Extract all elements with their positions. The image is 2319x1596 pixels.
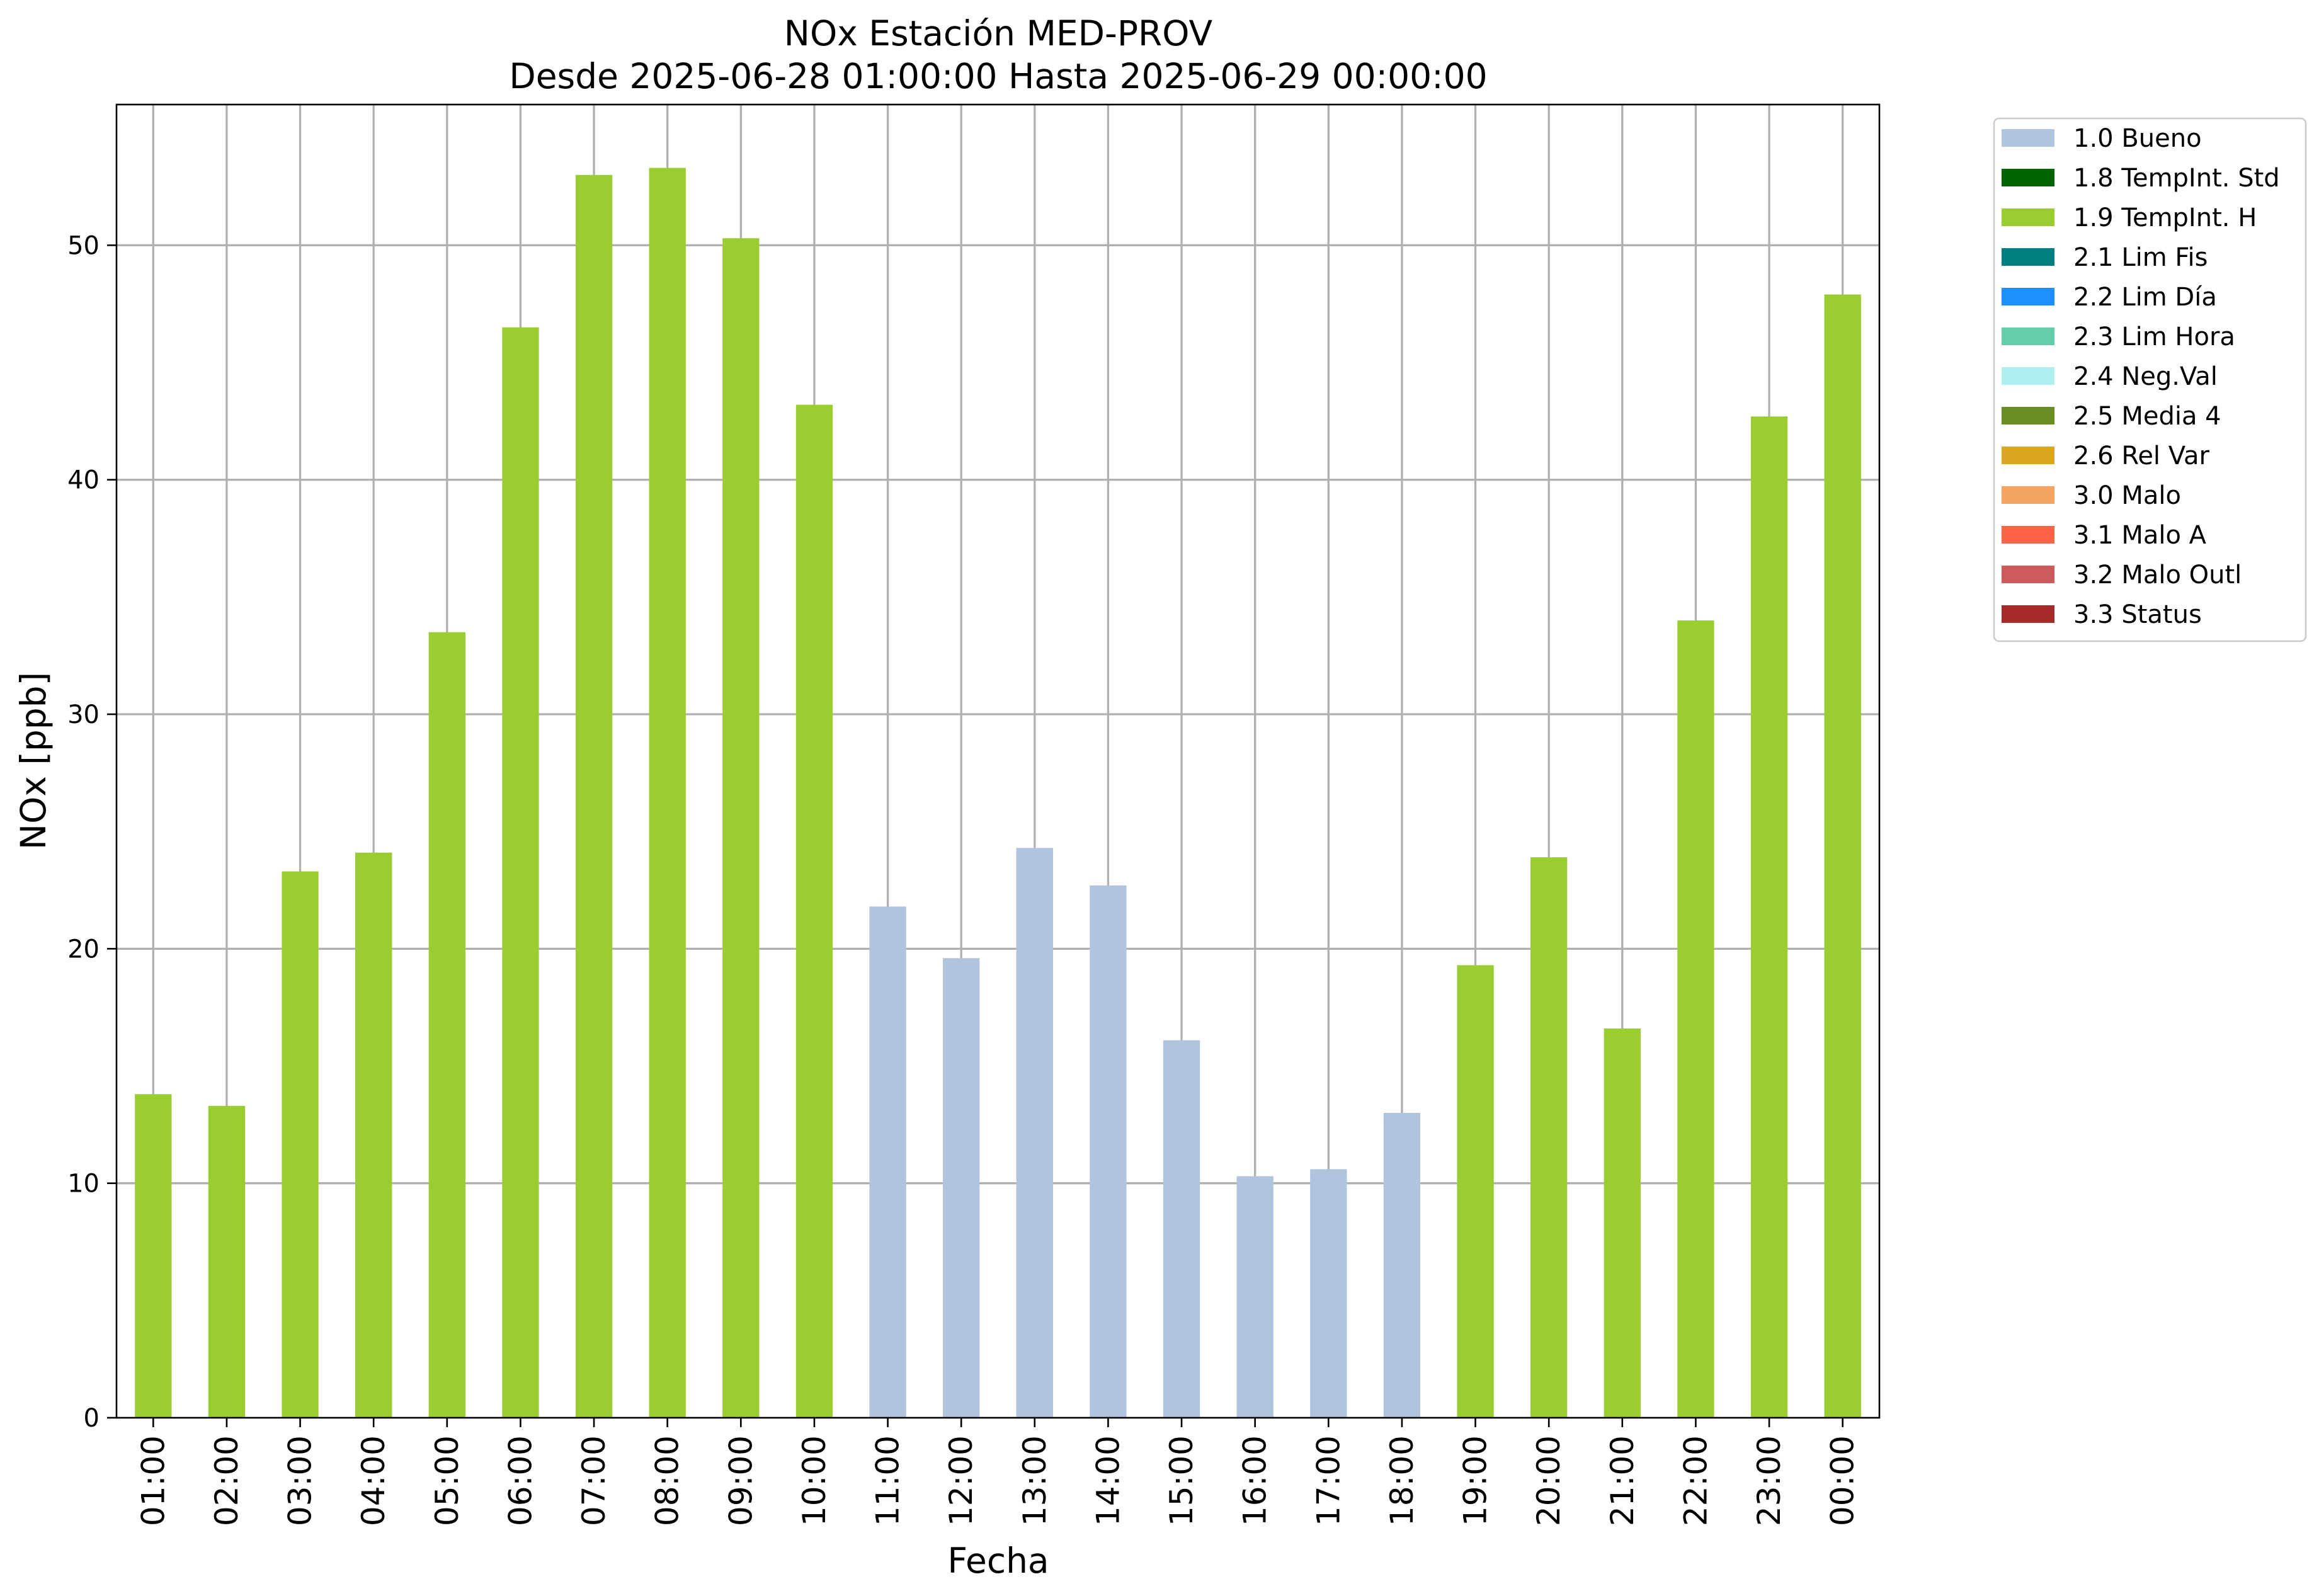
- legend: 1.0 Bueno 1.8 TempInt. Std 1.9 TempInt. H 2…: [1993, 117, 2307, 642]
- x-tick-label: 20:00: [1530, 1435, 1567, 1526]
- y-axis-ticks: 0 10 20 30 40 50: [67, 231, 117, 1433]
- legend-label-2.6: 2.6 Rel Var: [2073, 442, 2210, 470]
- legend-label-3.1: 3.1 Malo A: [2073, 521, 2207, 550]
- legend-swatch-1.8: [2002, 169, 2054, 186]
- x-tick-label: 11:00: [870, 1435, 906, 1526]
- legend-swatch-2.3: [2002, 328, 2054, 345]
- x-tick-label: 02:00: [208, 1435, 245, 1526]
- legend-swatch-1.9: [2002, 208, 2054, 226]
- x-tick-label: 06:00: [502, 1435, 538, 1526]
- y-tick-label: 10: [67, 1170, 100, 1199]
- bar-14:00: [1090, 885, 1127, 1418]
- x-tick-label: 00:00: [1825, 1435, 1861, 1526]
- legend-label-2.1: 2.1 Lim Fis: [2073, 243, 2208, 272]
- x-tick-label: 18:00: [1384, 1435, 1420, 1526]
- x-tick-label: 10:00: [796, 1435, 833, 1526]
- y-tick-label: 40: [67, 466, 100, 495]
- bar-09:00: [722, 238, 760, 1418]
- bar-06:00: [502, 327, 539, 1418]
- legend-swatch-3.0: [2002, 486, 2054, 504]
- legend-swatch-1.0: [2002, 129, 2054, 147]
- legend-label-2.4: 2.4 Neg.Val: [2073, 362, 2218, 391]
- bar-05:00: [428, 632, 465, 1418]
- legend-label-3.0: 3.0 Malo: [2073, 481, 2181, 510]
- x-tick-label: 04:00: [355, 1435, 392, 1526]
- bar-15:00: [1163, 1040, 1200, 1418]
- x-tick-label: 17:00: [1310, 1435, 1347, 1526]
- bar-07:00: [575, 174, 613, 1418]
- x-tick-label: 16:00: [1237, 1435, 1273, 1526]
- bar-00:00: [1824, 294, 1861, 1418]
- x-tick-label: 07:00: [576, 1435, 612, 1526]
- chart-title: NOx Estación MED-PROV: [784, 13, 1213, 54]
- y-tick-label: 0: [84, 1404, 100, 1433]
- bar-16:00: [1236, 1176, 1273, 1418]
- legend-swatch-2.2: [2002, 288, 2054, 305]
- bar-10:00: [795, 404, 833, 1418]
- bar-04:00: [355, 852, 392, 1418]
- y-tick-label: 50: [67, 231, 100, 260]
- x-tick-label: 21:00: [1604, 1435, 1641, 1526]
- legend-frame: [1993, 117, 2307, 642]
- x-axis-label: Fecha: [947, 1541, 1049, 1581]
- legend-swatch-3.3: [2002, 605, 2054, 623]
- legend-label-1.9: 1.9 TempInt. H: [2073, 203, 2257, 232]
- x-tick-label: 13:00: [1017, 1435, 1053, 1526]
- legend-label-2.5: 2.5 Media 4: [2073, 402, 2221, 431]
- x-tick-label: 05:00: [429, 1435, 465, 1526]
- x-tick-label: 19:00: [1457, 1435, 1494, 1526]
- chart-subtitle: Desde 2025-06-28 01:00:00 Hasta 2025-06-…: [509, 56, 1487, 96]
- y-axis-label: NOx [ppb]: [13, 672, 54, 850]
- legend-swatch-3.2: [2002, 566, 2054, 583]
- x-tick-label: 12:00: [943, 1435, 979, 1526]
- bar-11:00: [869, 906, 906, 1418]
- bar-01:00: [135, 1094, 172, 1418]
- x-tick-label: 15:00: [1163, 1435, 1200, 1526]
- legend-swatch-2.1: [2002, 248, 2054, 266]
- bar-03:00: [282, 871, 319, 1418]
- bar-23:00: [1750, 416, 1788, 1418]
- legend-label-1.0: 1.0 Bueno: [2073, 124, 2202, 153]
- y-tick-label: 30: [67, 700, 100, 729]
- bars: [135, 168, 1861, 1418]
- bar-17:00: [1310, 1169, 1347, 1418]
- bar-02:00: [208, 1105, 246, 1418]
- legend-label-3.3: 3.3 Status: [2073, 600, 2202, 629]
- x-tick-label: 01:00: [135, 1435, 171, 1526]
- x-axis-ticks: 01:00 02:00 03:00 04:00 05:00 06:00 07:00 08:00…: [135, 1418, 1861, 1526]
- bar-19:00: [1457, 965, 1494, 1418]
- bar-20:00: [1530, 857, 1568, 1418]
- legend-swatch-2.6: [2002, 447, 2054, 464]
- bar-18:00: [1383, 1112, 1421, 1418]
- bar-13:00: [1016, 848, 1053, 1418]
- plot-frame: [115, 103, 1881, 1419]
- bar-08:00: [649, 168, 686, 1418]
- legend-label-3.2: 3.2 Malo Outl: [2073, 561, 2242, 590]
- x-tick-label: 23:00: [1751, 1435, 1787, 1526]
- x-tick-label: 03:00: [282, 1435, 319, 1526]
- bar-22:00: [1677, 620, 1714, 1418]
- x-tick-label: 22:00: [1677, 1435, 1714, 1526]
- legend-swatch-2.5: [2002, 407, 2054, 425]
- x-tick-label: 09:00: [722, 1435, 759, 1526]
- legend-swatch-2.4: [2002, 367, 2054, 385]
- legend-label-2.2: 2.2 Lim Día: [2073, 283, 2217, 312]
- x-tick-label: 08:00: [649, 1435, 686, 1526]
- legend-label-1.8: 1.8 TempInt. Std: [2073, 164, 2280, 193]
- legend-swatch-3.1: [2002, 526, 2054, 544]
- legend-label-2.3: 2.3 Lim Hora: [2073, 322, 2235, 351]
- bar-21:00: [1604, 1028, 1641, 1418]
- bar-12:00: [943, 958, 980, 1418]
- y-tick-label: 20: [67, 935, 100, 964]
- x-tick-label: 14:00: [1090, 1435, 1126, 1526]
